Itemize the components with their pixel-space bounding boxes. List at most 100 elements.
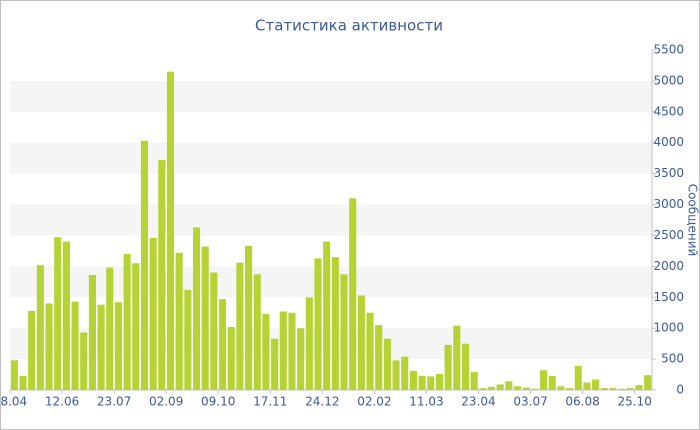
bar [184, 289, 192, 390]
bar [592, 379, 600, 390]
bar [487, 386, 496, 390]
bar [566, 388, 574, 390]
bar [366, 312, 374, 390]
bar [574, 365, 582, 390]
bar [314, 258, 322, 390]
bar [80, 332, 88, 390]
bar [88, 275, 96, 390]
bar [149, 237, 157, 390]
x-tick-label: 06.08 [565, 395, 599, 409]
bar [227, 326, 235, 390]
x-tick-label: 24.12 [305, 395, 339, 409]
bar [435, 373, 444, 390]
bar [106, 267, 114, 390]
y-tick-label: 2500 [653, 228, 684, 242]
bar [470, 372, 478, 390]
bar [166, 71, 175, 391]
bar [218, 299, 227, 390]
bar [54, 237, 62, 390]
bar [531, 388, 539, 390]
bar [192, 227, 201, 390]
y-tick-label: 3000 [653, 197, 684, 211]
x-tick-label: 02.09 [149, 395, 183, 409]
bar [288, 312, 296, 390]
grid-band [10, 142, 652, 174]
bar [297, 328, 305, 390]
bar [158, 160, 166, 390]
bar [305, 297, 313, 390]
bar [175, 252, 183, 390]
x-tick-label: 12.06 [45, 395, 79, 409]
chart-title: Статистика активности [255, 17, 443, 35]
bar [114, 302, 123, 390]
x-tick-label: 03.07 [513, 395, 547, 409]
bar [409, 370, 417, 390]
bar [262, 313, 270, 390]
bar [383, 338, 391, 390]
bar [323, 241, 331, 390]
y-tick-label: 1500 [653, 290, 684, 304]
bar [340, 274, 348, 390]
bar [513, 386, 522, 390]
grid-band [10, 266, 652, 298]
grid-band [10, 204, 652, 236]
bar [583, 382, 591, 390]
y-axis-label: Сообщений [686, 184, 700, 257]
x-tick-label: 11.03 [409, 395, 443, 409]
bar [132, 263, 140, 390]
bar [357, 295, 365, 390]
y-tick-label: 4000 [653, 135, 684, 149]
bar [427, 376, 435, 390]
y-tick-label: 5500 [653, 43, 684, 57]
bar [10, 360, 18, 390]
x-tick-label: 28.04 [0, 395, 27, 409]
bar [271, 338, 279, 390]
bar [71, 301, 79, 390]
y-tick-label: 3500 [653, 166, 684, 180]
y-tick-label: 1000 [653, 321, 684, 335]
bar [626, 388, 634, 390]
bar [453, 325, 461, 390]
x-tick-label: 25.10 [617, 395, 651, 409]
bar [644, 375, 652, 390]
bar [522, 387, 530, 390]
bar [201, 246, 209, 390]
bar [253, 274, 261, 390]
bar [609, 388, 617, 390]
bar [539, 370, 548, 390]
bar [392, 360, 400, 390]
bar [375, 325, 383, 390]
bar [210, 272, 218, 390]
bar [45, 303, 53, 390]
bar [418, 375, 426, 390]
bar [618, 388, 626, 390]
y-tick-label: 4500 [653, 104, 684, 118]
x-tick-label: 02.02 [357, 395, 391, 409]
x-tick-label: 17.11 [253, 395, 287, 409]
bar [479, 388, 487, 390]
bar [548, 375, 556, 390]
bar [279, 311, 287, 390]
bar [331, 257, 339, 390]
bar [28, 310, 36, 390]
x-tick-label: 23.04 [461, 395, 495, 409]
x-tick-label: 23.07 [97, 395, 131, 409]
bar [19, 375, 27, 390]
bar [236, 262, 244, 390]
bar [245, 245, 253, 390]
bar [140, 140, 149, 390]
y-tick-label: 500 [661, 352, 684, 366]
bar [557, 386, 565, 390]
bar [349, 198, 357, 390]
y-tick-label: 5000 [653, 73, 684, 87]
bar [123, 254, 131, 390]
grid-band [10, 80, 652, 112]
bar [635, 385, 643, 390]
bar [444, 344, 452, 390]
bar [36, 265, 44, 390]
bar [505, 381, 513, 390]
x-tick-label: 09.10 [201, 395, 235, 409]
bar [461, 343, 470, 390]
y-tick-label: 2000 [653, 259, 684, 273]
